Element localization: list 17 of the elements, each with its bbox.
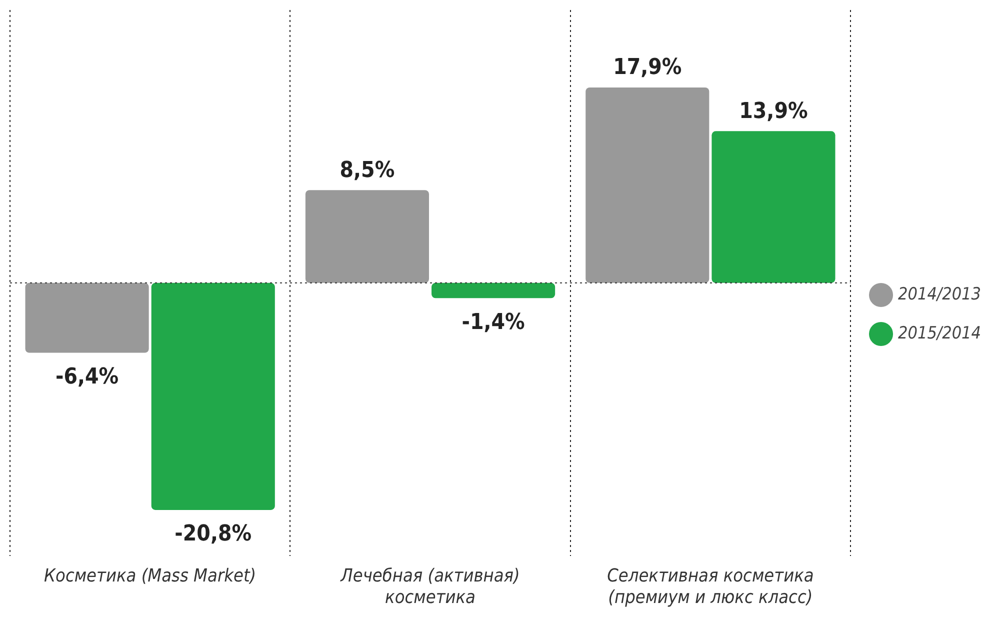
data-label: -6,4% (55, 364, 119, 390)
bar (432, 282, 556, 298)
legend-label: 2014/2013 (898, 284, 981, 304)
bar (25, 282, 149, 353)
legend-label: 2015/2014 (898, 323, 981, 344)
bar (712, 131, 836, 283)
data-label: 13,9% (739, 98, 808, 124)
x-tick-label: Лечебная (активная) косметика (340, 565, 520, 608)
data-label: -20,8% (174, 522, 252, 547)
data-label: -1,4% (462, 310, 526, 335)
data-label: 8,5% (340, 158, 395, 183)
x-tick-label: Селективная косметика (премиум и люкс класс) (607, 565, 814, 608)
data-label: 17,9% (613, 55, 682, 80)
bar (586, 88, 710, 283)
bar (151, 282, 275, 510)
bar (305, 190, 429, 283)
x-tick-label: Косметика (Mass Market) (44, 565, 256, 586)
